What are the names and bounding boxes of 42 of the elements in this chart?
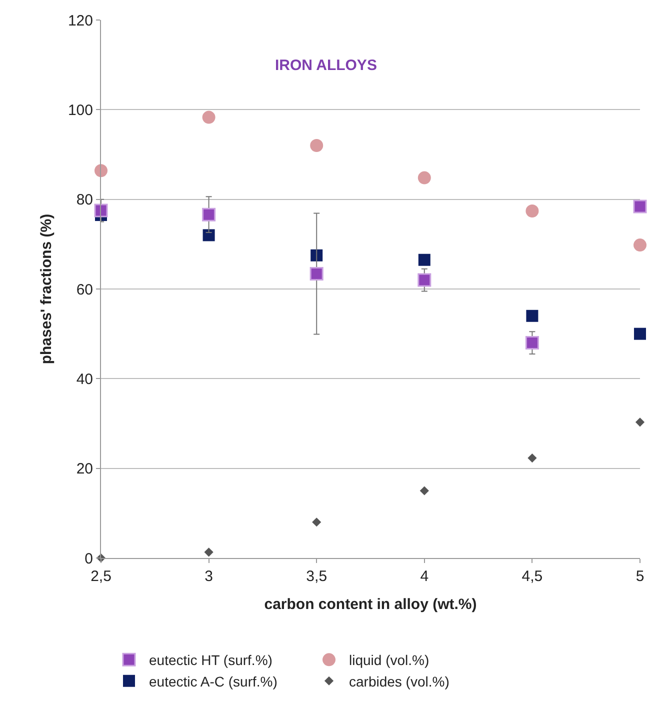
point — [528, 453, 537, 463]
point — [94, 204, 108, 218]
point — [633, 200, 647, 214]
legend-label: eutectic HT (surf.%) — [149, 652, 272, 668]
y-tick-label: 20 — [76, 460, 93, 478]
point — [418, 273, 432, 287]
point — [634, 238, 646, 252]
x-tick-label: 4 — [420, 568, 429, 585]
x-tick-label: 2,5 — [90, 568, 112, 585]
y-tick-label: 80 — [76, 192, 93, 209]
point — [635, 418, 645, 427]
point — [202, 208, 216, 222]
point — [310, 249, 323, 262]
point — [94, 164, 108, 178]
x-axis-title: carbon content in alloy (wt.%) — [264, 596, 477, 613]
legend-label: carbides (vol.%) — [349, 673, 450, 690]
point — [202, 110, 216, 124]
x-tick-label: 3,5 — [306, 568, 328, 585]
point — [310, 267, 324, 281]
y-tick-label: 100 — [68, 102, 93, 119]
x-tick-label: 3 — [204, 568, 213, 585]
point — [420, 486, 429, 496]
legend-label: liquid (vol.%) — [349, 652, 430, 668]
point — [526, 204, 539, 218]
point — [312, 518, 322, 527]
y-axis-title: phases' fractions (%) — [38, 214, 56, 364]
point — [526, 310, 538, 322]
point — [418, 254, 430, 266]
point — [525, 336, 539, 350]
point — [418, 171, 431, 184]
y-tick-label: 120 — [68, 12, 93, 30]
x-tick-label: 5 — [636, 568, 644, 585]
point — [202, 229, 215, 242]
x-tick-label: 4,5 — [522, 568, 543, 585]
y-tick-label: 40 — [76, 370, 93, 388]
annotation: IRON ALLOYS — [275, 57, 377, 74]
point — [634, 328, 646, 340]
point — [204, 548, 214, 557]
y-tick-label: 60 — [76, 281, 93, 298]
point — [310, 139, 324, 152]
y-tick-label: 0 — [84, 550, 93, 568]
legend-label: eutectic A-C (surf.%) — [149, 673, 278, 690]
